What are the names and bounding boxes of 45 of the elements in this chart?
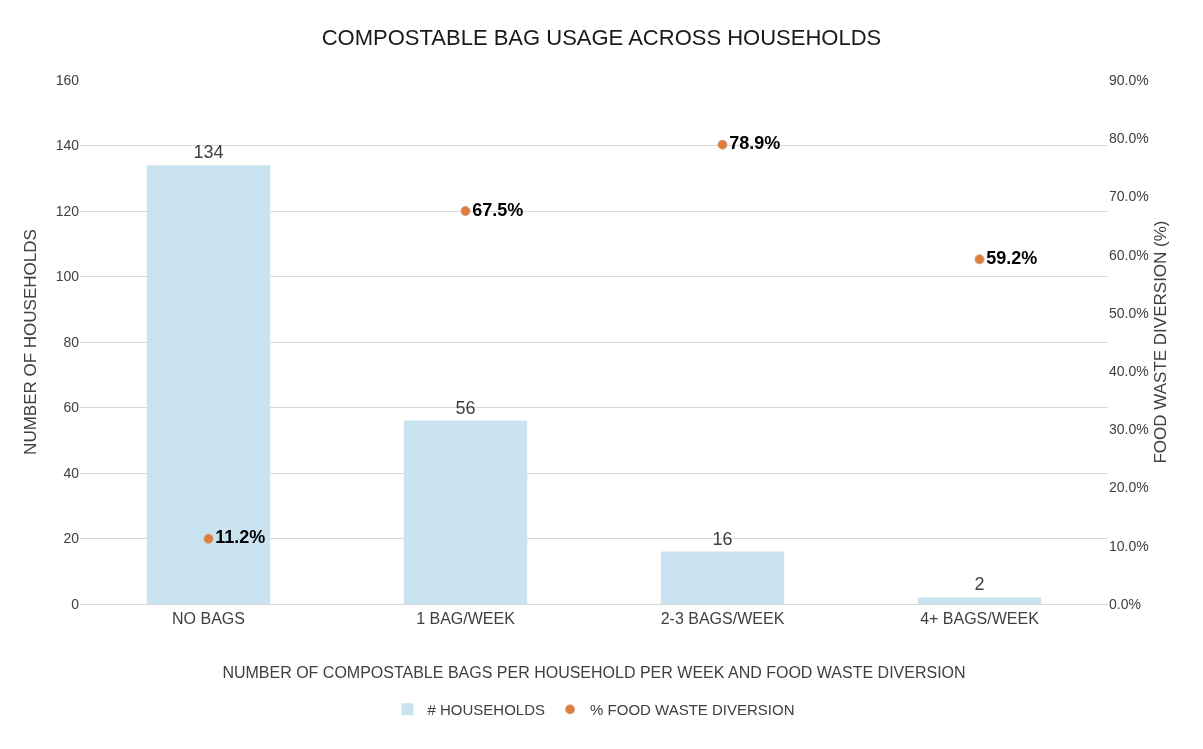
data-label: 16 [712,528,733,549]
y-tick-label: 100 [55,268,80,285]
y2-tick-label: 80.0% [1109,130,1149,147]
y-tick-label: 60 [63,399,80,416]
y-tick-label: 140 [55,137,80,154]
x-tick-label: 4+ BAGS/WEEK [920,610,1040,628]
y2-tick-label: 40.0% [1109,363,1149,380]
legend-label: # HOUSEHOLDS [427,701,546,719]
y-tick-label: 0 [71,595,80,612]
chart-title: COMPOSTABLE BAG USAGE ACROSS HOUSEHOLDS [321,25,882,51]
x-tick-label: 1 BAG/WEEK [416,610,516,628]
x-axis-title: NUMBER OF COMPOSTABLE BAGS PER HOUSEHOLD PER WEEK AND FOOD WASTE DIVERSION [222,663,966,681]
x-tick-label: NO BAGS [172,610,245,628]
legend-label: % FOOD WASTE DIVERSION [590,701,795,719]
y-tick-label: 80 [63,333,80,350]
y2-tick-label: 50.0% [1109,304,1149,321]
y2-tick-label: 10.0% [1109,537,1149,554]
y-tick-label: 20 [63,530,80,547]
data-label: 78.9% [729,133,781,154]
bar [146,165,271,604]
data-label: 56 [455,397,476,418]
data-label: 67.5% [472,199,524,220]
point [717,139,728,150]
bar [403,420,528,604]
y2-tick-label: 0.0% [1109,595,1141,612]
y2-tick-label: 60.0% [1109,246,1149,263]
point [974,254,985,265]
y-axis-title: NUMBER OF HOUSEHOLDS [21,229,40,455]
y-tick-label: 120 [55,202,80,219]
bar [660,551,785,604]
y2-tick-label: 90.0% [1109,71,1149,88]
point [460,206,471,216]
y2-axis-title: FOOD WASTE DIVERSION (%) [1150,220,1170,464]
data-label: 134 [193,142,224,163]
data-label: 11.2% [215,527,266,548]
y-tick-label: 40 [63,464,80,481]
y2-tick-label: 30.0% [1109,421,1149,438]
y-tick-label: 160 [55,71,80,88]
y2-tick-label: 70.0% [1109,188,1149,205]
y2-tick-label: 20.0% [1109,479,1149,496]
point [203,533,214,544]
data-label: 59.2% [986,247,1038,268]
data-label: 2 [974,574,985,595]
x-tick-label: 2-3 BAGS/WEEK [660,610,785,628]
bar [917,597,1042,604]
